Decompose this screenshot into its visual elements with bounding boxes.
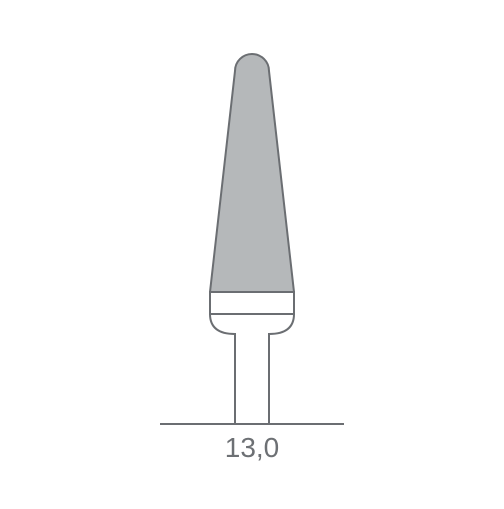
- bur-svg: [0, 0, 504, 504]
- dimension-label: 13,0: [225, 432, 280, 464]
